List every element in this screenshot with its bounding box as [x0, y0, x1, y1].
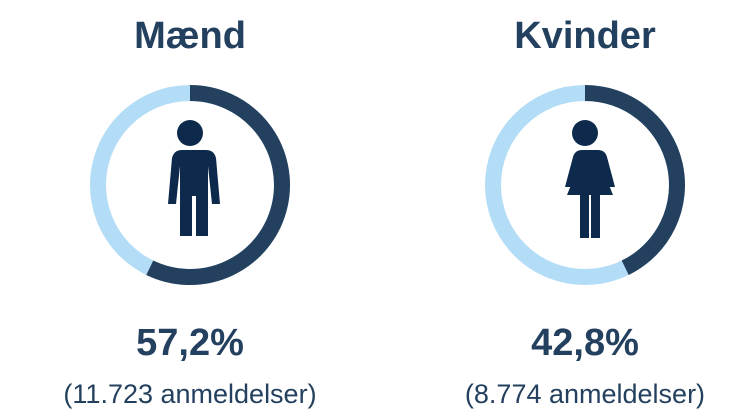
- donut-arc: [146, 85, 290, 285]
- title: Mænd: [134, 15, 246, 57]
- annotation: (11.723 anmeldelser): [63, 379, 316, 409]
- value-label: 42,8%: [531, 322, 639, 364]
- annotation: (8.774 anmeldelser): [465, 379, 705, 409]
- man-icon: [168, 120, 220, 236]
- woman-icon: [565, 120, 615, 238]
- title: Kvinder: [514, 15, 656, 57]
- donut-arc: [584, 85, 685, 275]
- value-label: 57,2%: [136, 322, 244, 364]
